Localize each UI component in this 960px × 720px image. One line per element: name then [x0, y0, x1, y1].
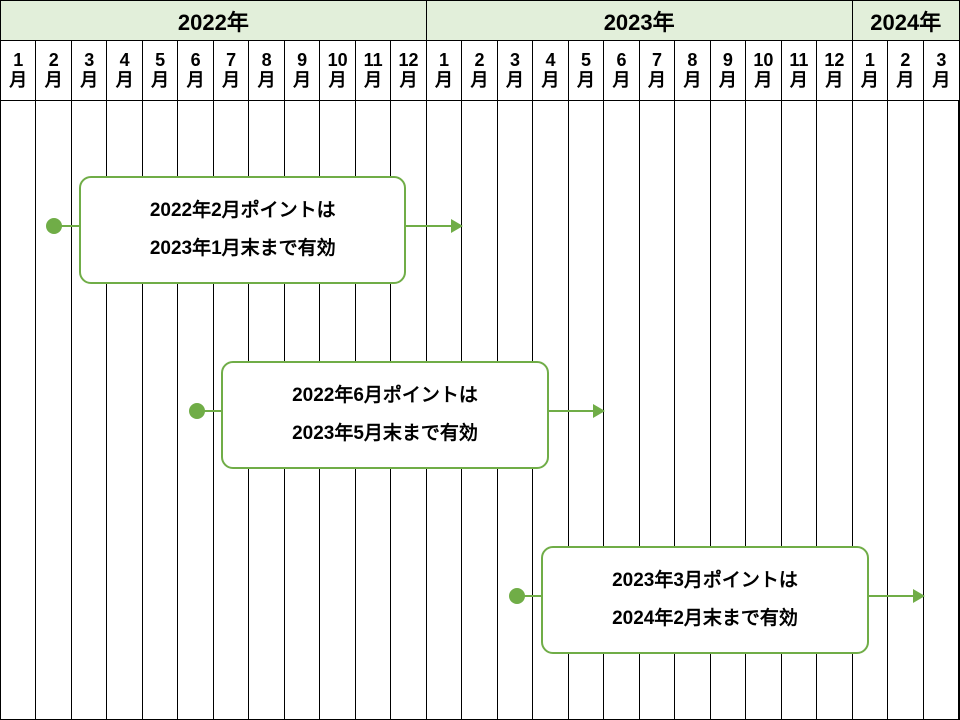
- month-header: 3 月: [72, 41, 107, 100]
- month-header: 11 月: [782, 41, 817, 100]
- arrow-head-icon: [451, 219, 463, 233]
- month-header: 6 月: [178, 41, 213, 100]
- month-header: 8 月: [675, 41, 710, 100]
- connector-line: [517, 595, 542, 597]
- month-header: 5 月: [569, 41, 604, 100]
- callout-line2: 2023年1月末まで有効: [99, 230, 386, 268]
- timeline-body: 2022年2月ポイントは2023年1月末まで有効2022年6月ポイントは2023…: [1, 101, 959, 720]
- arrow-line: [406, 225, 453, 227]
- connector-line: [54, 225, 79, 227]
- grid-column: [924, 101, 959, 720]
- month-header: 1 月: [853, 41, 888, 100]
- month-header: 5 月: [143, 41, 178, 100]
- callout-line2: 2024年2月末まで有効: [561, 600, 848, 638]
- year-header: 2024年: [853, 1, 959, 40]
- month-header: 8 月: [249, 41, 284, 100]
- arrow-head-icon: [593, 404, 605, 418]
- month-header-row: 1 月2 月3 月4 月5 月6 月7 月8 月9 月10 月11 月12 月1…: [1, 41, 959, 101]
- timeline-chart: 2022年2023年2024年 1 月2 月3 月4 月5 月6 月7 月8 月…: [0, 0, 960, 720]
- month-header: 3 月: [924, 41, 959, 100]
- callout-line2: 2023年5月末まで有効: [241, 415, 528, 453]
- month-header: 9 月: [285, 41, 320, 100]
- callout-line1: 2022年6月ポイントは: [241, 377, 528, 415]
- month-header: 10 月: [320, 41, 355, 100]
- grid-column: [888, 101, 923, 720]
- callout-line1: 2023年3月ポイントは: [561, 562, 848, 600]
- year-header-row: 2022年2023年2024年: [1, 1, 959, 41]
- year-header: 2023年: [427, 1, 853, 40]
- arrow-line: [549, 410, 596, 412]
- month-header: 6 月: [604, 41, 639, 100]
- month-header: 2 月: [462, 41, 497, 100]
- connector-line: [197, 410, 222, 412]
- month-header: 4 月: [533, 41, 568, 100]
- month-header: 7 月: [640, 41, 675, 100]
- callout-box: 2023年3月ポイントは2024年2月末まで有効: [541, 546, 868, 654]
- month-header: 9 月: [711, 41, 746, 100]
- month-header: 4 月: [107, 41, 142, 100]
- grid-column: [36, 101, 71, 720]
- callout-box: 2022年6月ポイントは2023年5月末まで有効: [221, 361, 548, 469]
- grid-column: [1, 101, 36, 720]
- callout-box: 2022年2月ポイントは2023年1月末まで有効: [79, 176, 406, 284]
- month-header: 1 月: [1, 41, 36, 100]
- month-header: 7 月: [214, 41, 249, 100]
- month-header: 12 月: [391, 41, 426, 100]
- month-header: 10 月: [746, 41, 781, 100]
- month-header: 2 月: [888, 41, 923, 100]
- month-header: 11 月: [356, 41, 391, 100]
- month-header: 1 月: [427, 41, 462, 100]
- year-header: 2022年: [1, 1, 427, 40]
- arrow-head-icon: [913, 589, 925, 603]
- month-header: 2 月: [36, 41, 71, 100]
- arrow-line: [869, 595, 916, 597]
- month-header: 3 月: [498, 41, 533, 100]
- month-header: 12 月: [817, 41, 852, 100]
- callout-line1: 2022年2月ポイントは: [99, 192, 386, 230]
